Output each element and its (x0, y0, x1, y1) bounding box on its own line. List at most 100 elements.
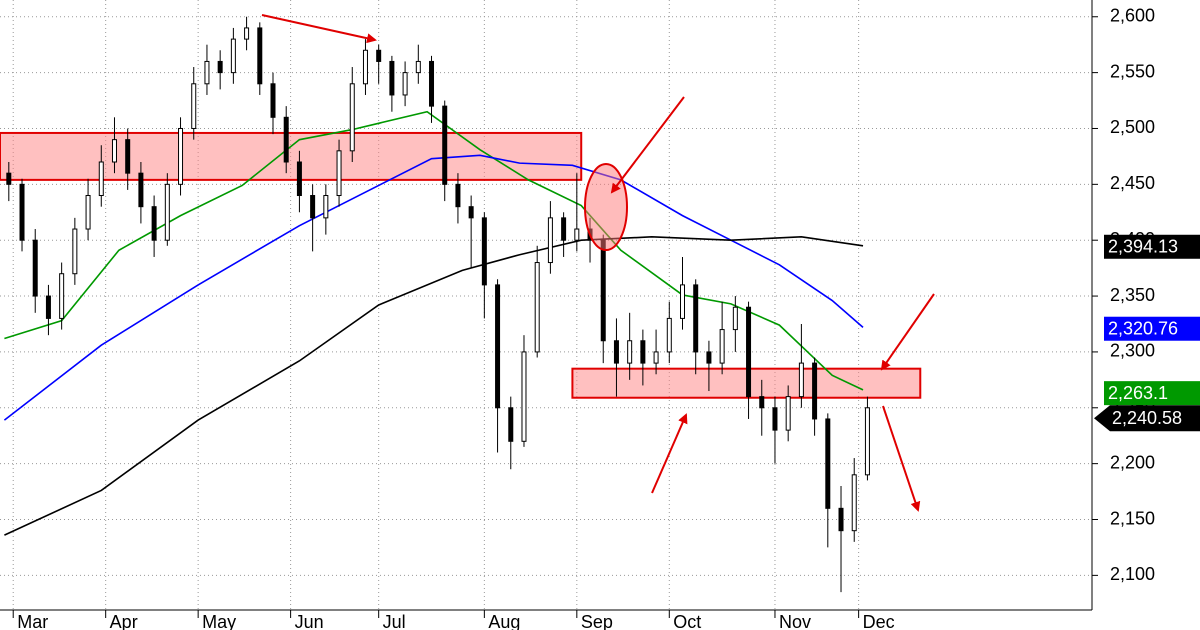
y-tick-label: 2,350 (1110, 285, 1155, 305)
y-tick-label: 2,150 (1110, 508, 1155, 528)
candle-body (6, 172, 12, 185)
y-tick-label: 2,500 (1110, 117, 1155, 137)
candle-body (230, 38, 236, 74)
candle-body (376, 49, 382, 62)
y-tick-label: 2,300 (1110, 341, 1155, 361)
candle-body (772, 407, 778, 431)
arrow (610, 96, 685, 194)
price-tag (1104, 381, 1200, 406)
candle-body (125, 139, 131, 174)
candle-body (547, 217, 553, 264)
arrow (261, 14, 377, 44)
x-tick-label: Sep (581, 612, 613, 630)
candle-body (666, 317, 672, 353)
candle-body (336, 150, 342, 197)
candle-body (481, 217, 487, 286)
candle-body (825, 418, 831, 509)
candle-body (455, 183, 461, 208)
candle-body (851, 474, 857, 532)
candle-body (85, 195, 91, 230)
zone (0, 131, 583, 181)
y-tick-label: 2,600 (1110, 6, 1155, 26)
candle-body (138, 172, 144, 208)
candle-body (785, 396, 791, 431)
candle-body (838, 507, 844, 532)
y-tick-label: 2,450 (1110, 173, 1155, 193)
x-tick-label: Aug (488, 612, 520, 630)
candle-body (706, 351, 712, 364)
candle-body (574, 228, 580, 241)
candle-body (310, 195, 316, 219)
candle-body (217, 60, 223, 74)
candle-body (759, 396, 765, 409)
candle-body (798, 362, 804, 398)
x-tick-label: Jul (383, 612, 406, 630)
candle-body (864, 407, 870, 476)
y-tick-label: 2,200 (1110, 452, 1155, 472)
moving-average-line (3, 154, 864, 421)
candle-body (693, 284, 699, 353)
candle-body (191, 83, 197, 129)
arrow (882, 405, 921, 512)
candle-body (151, 206, 157, 241)
candle-body (719, 329, 725, 364)
arrow (651, 413, 688, 494)
candle-body (812, 362, 818, 420)
candle-body (59, 273, 65, 319)
price-tag-label: 2,240.58 (1112, 408, 1182, 428)
moving-average-line (4, 236, 864, 536)
candle-body (257, 27, 263, 85)
candle-body (19, 183, 25, 241)
candle-body (640, 340, 646, 364)
x-tick-label: May (202, 612, 236, 630)
candle-body (442, 105, 448, 185)
candle-body (521, 351, 527, 442)
price-tag (1104, 234, 1200, 259)
candle-body (164, 183, 170, 241)
x-tick-label: Mar (17, 612, 48, 630)
candle-body (204, 60, 210, 85)
candle-body (283, 116, 289, 163)
candle-body (613, 340, 619, 364)
candle-body (362, 49, 368, 85)
x-tick-label: Nov (779, 612, 811, 630)
price-tag-label: 2,320.76 (1108, 318, 1178, 338)
candle-body (732, 306, 738, 331)
y-tick-label: 2,550 (1110, 61, 1155, 81)
highlight-ellipse (584, 163, 628, 251)
candle-body (178, 127, 184, 185)
candle-body (296, 161, 302, 197)
candle-body (323, 195, 329, 219)
candle-body (495, 284, 501, 409)
y-tick-label: 2,100 (1110, 564, 1155, 584)
candle-body (429, 60, 435, 107)
candle-body (389, 60, 395, 96)
candle-body (98, 161, 104, 197)
candle-body (349, 83, 355, 152)
candle-body (270, 83, 276, 118)
candle-body (415, 60, 421, 74)
candle-body (627, 340, 633, 364)
arrow (880, 293, 935, 371)
candle-body (508, 407, 514, 442)
candle-body (680, 284, 685, 319)
x-tick-label: Apr (110, 612, 138, 630)
price-tag (1104, 316, 1200, 341)
candle-body (32, 239, 38, 297)
candle-body (600, 239, 606, 342)
price-tag-label: 2,394.13 (1108, 237, 1178, 257)
price-tag-label: 2,263.1 (1108, 383, 1168, 403)
x-tick-label: Jun (295, 612, 324, 630)
candle-body (111, 139, 117, 163)
plot-area (0, 0, 1092, 610)
candle-body (244, 27, 250, 40)
x-tick-label: Oct (673, 612, 701, 630)
candle-body (746, 306, 752, 398)
candle-body (72, 228, 78, 275)
candle-body (402, 72, 408, 96)
candle-body (653, 351, 659, 364)
candle-body (561, 217, 567, 241)
candle-body (45, 295, 51, 319)
